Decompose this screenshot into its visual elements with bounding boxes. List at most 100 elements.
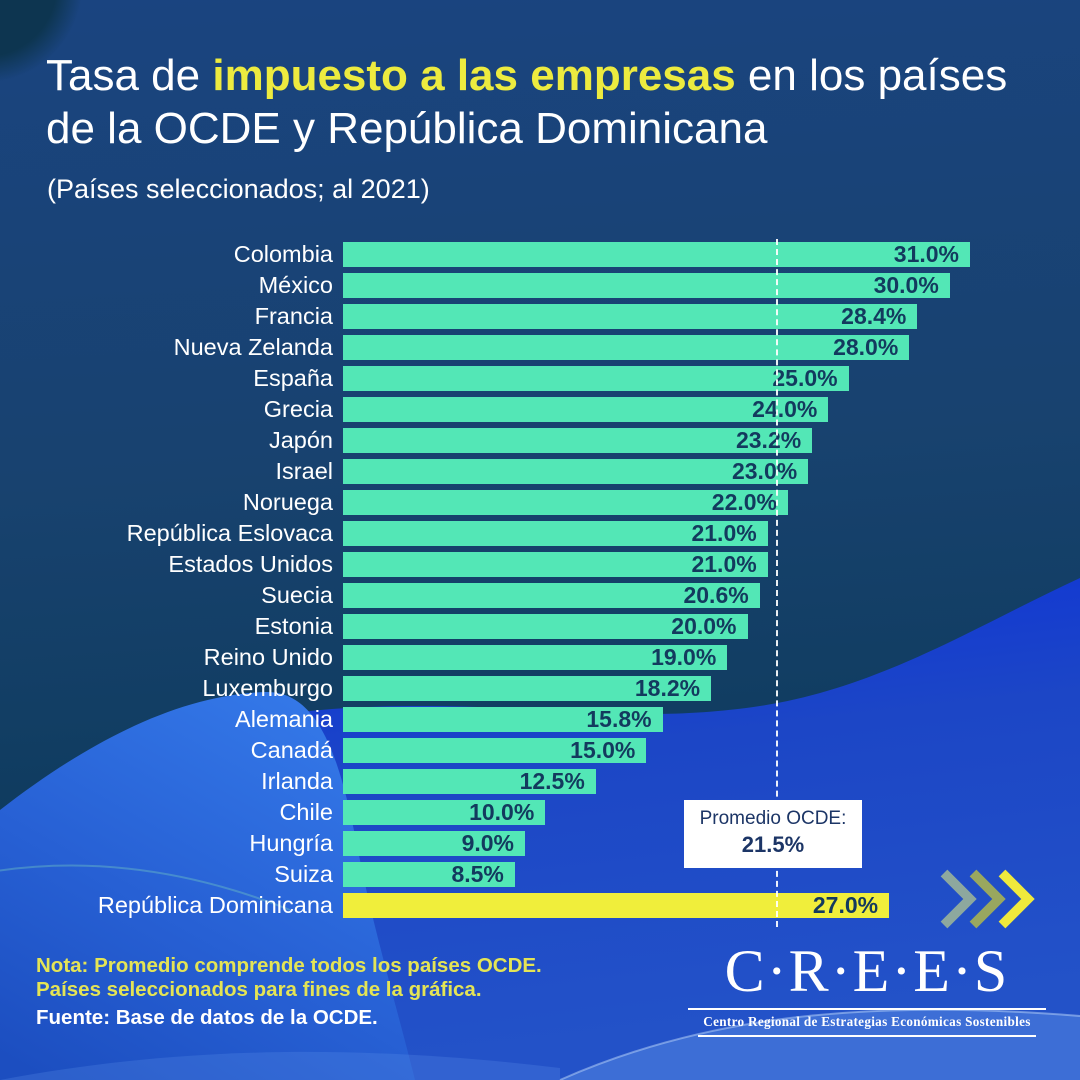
bar-row: República Eslovaca 21.0% <box>0 518 1080 549</box>
average-line <box>776 239 778 927</box>
crees-logo: C·R·E·E·S Centro Regional de Estrategias… <box>688 940 1046 1037</box>
chevrons-icon <box>940 869 1035 929</box>
bar-row: España 25.0% <box>0 363 1080 394</box>
bar-value-label: 20.0% <box>671 613 737 639</box>
bar: 24.0% <box>343 396 829 422</box>
bar-value-label: 24.0% <box>752 396 818 422</box>
bar-value-label: 12.5% <box>519 768 585 794</box>
country-label: Nueva Zelanda <box>173 334 333 360</box>
bar-row: Estados Unidos 21.0% <box>0 549 1080 580</box>
country-label: Luxemburgo <box>202 675 333 701</box>
bar-row: Grecia 24.0% <box>0 394 1080 425</box>
bar-value-label: 25.0% <box>772 365 838 391</box>
bar-value-label: 10.0% <box>469 799 535 825</box>
bar: 9.0% <box>343 830 525 856</box>
bar: 23.2% <box>343 427 813 453</box>
logo-wordmark: C·R·E·E·S <box>688 940 1046 1010</box>
bar: 22.0% <box>343 489 788 515</box>
bar: 28.0% <box>343 334 910 360</box>
bar-row: Alemania 15.8% <box>0 704 1080 735</box>
bar: 18.2% <box>343 675 712 701</box>
bar-row: Luxemburgo 18.2% <box>0 673 1080 704</box>
wave-bottom-light <box>560 1009 1080 1080</box>
chevron-3 <box>998 869 1035 929</box>
note-line-2: Países seleccionados para fines de la gr… <box>36 978 482 1001</box>
bar-row: Chile 10.0% <box>0 797 1080 828</box>
bar-row: Israel 23.0% <box>0 456 1080 487</box>
bar: 25.0% <box>343 365 849 391</box>
note-line-1: Nota: Promedio comprende todos los paíse… <box>36 954 542 977</box>
wave-bottom-left-light <box>0 1051 560 1080</box>
country-label: República Eslovaca <box>126 520 333 546</box>
bar-row: Hungría 9.0% <box>0 828 1080 859</box>
bar-row: Canadá 15.0% <box>0 735 1080 766</box>
bar-row: Francia 28.4% <box>0 301 1080 332</box>
country-label: Estonia <box>254 613 333 639</box>
country-label: Alemania <box>235 706 333 732</box>
title-suffix: en los países de la OCDE y República Dom… <box>46 51 1008 153</box>
bar: 19.0% <box>343 644 728 670</box>
bar: 12.5% <box>343 768 596 794</box>
bar-value-label: 20.6% <box>683 582 749 608</box>
bar: 15.8% <box>343 706 663 732</box>
bar: 27.0% <box>343 892 890 918</box>
bar: 23.0% <box>343 458 809 484</box>
country-label: España <box>253 365 333 391</box>
bar-value-label: 28.0% <box>833 334 899 360</box>
country-label: Canadá <box>250 737 333 763</box>
country-label: Colombia <box>233 241 333 267</box>
bar-row: Reino Unido 19.0% <box>0 642 1080 673</box>
bar: 20.0% <box>343 613 748 639</box>
wave-left-ellipse <box>0 691 415 1080</box>
country-label: Francia <box>254 303 333 329</box>
country-label: Israel <box>275 458 333 484</box>
bar-row: Japón 23.2% <box>0 425 1080 456</box>
bar-value-label: 23.0% <box>731 458 798 484</box>
bar: 8.5% <box>343 861 515 887</box>
bar-row: Noruega 22.0% <box>0 487 1080 518</box>
note-text: Nota: Promedio comprende todos los paíse… <box>36 954 542 1002</box>
average-callout: Promedio OCDE: 21.5% <box>684 800 862 868</box>
bar-row: Suiza 8.5% <box>0 859 1080 890</box>
bar: 30.0% <box>343 272 950 298</box>
title-prefix: Tasa de <box>46 51 213 100</box>
title-highlight: impuesto a las empresas <box>212 51 736 100</box>
bar: 21.0% <box>343 551 768 577</box>
chart-subtitle: (Países seleccionados; al 2021) <box>47 174 430 204</box>
chevron-1 <box>940 869 977 929</box>
bar-value-label: 19.0% <box>651 644 717 670</box>
bar-row: Suecia 20.6% <box>0 580 1080 611</box>
bar-value-label: 23.2% <box>735 427 802 453</box>
bar-value-label: 21.0% <box>691 551 757 577</box>
bar: 20.6% <box>343 582 760 608</box>
bar-value-label: 22.0% <box>711 489 777 515</box>
chevron-2 <box>969 869 1006 929</box>
bar-value-label: 28.4% <box>841 303 907 329</box>
country-label: Suiza <box>274 861 333 887</box>
bar-chart: Colombia 31.0% México 30.0% Francia 28.4… <box>0 239 1080 927</box>
bar: 28.4% <box>343 303 918 329</box>
country-label: Irlanda <box>261 768 333 794</box>
bar-value-label: 15.8% <box>586 706 652 732</box>
country-label: Estados Unidos <box>168 551 333 577</box>
bar: 31.0% <box>343 241 970 267</box>
bar-rows: Colombia 31.0% México 30.0% Francia 28.4… <box>0 239 1080 921</box>
bar-row: República Dominicana 27.0% <box>0 890 1080 921</box>
country-label: Grecia <box>263 396 333 422</box>
bar-row: Estonia 20.0% <box>0 611 1080 642</box>
country-label: Chile <box>279 799 333 825</box>
bar-row: Nueva Zelanda 28.0% <box>0 332 1080 363</box>
bar-row: Colombia 31.0% <box>0 239 1080 270</box>
country-label: Japón <box>268 427 333 453</box>
average-label: Promedio OCDE: <box>699 808 847 829</box>
bar-value-label: 27.0% <box>812 892 879 918</box>
bar-value-label: 21.0% <box>691 520 757 546</box>
bar: 15.0% <box>343 737 647 763</box>
bar-row: México 30.0% <box>0 270 1080 301</box>
bar-value-label: 8.5% <box>451 861 504 887</box>
bar-value-label: 15.0% <box>570 737 636 763</box>
logo-tagline: Centro Regional de Estrategias Económica… <box>698 1010 1036 1037</box>
bar-value-label: 18.2% <box>634 675 701 701</box>
